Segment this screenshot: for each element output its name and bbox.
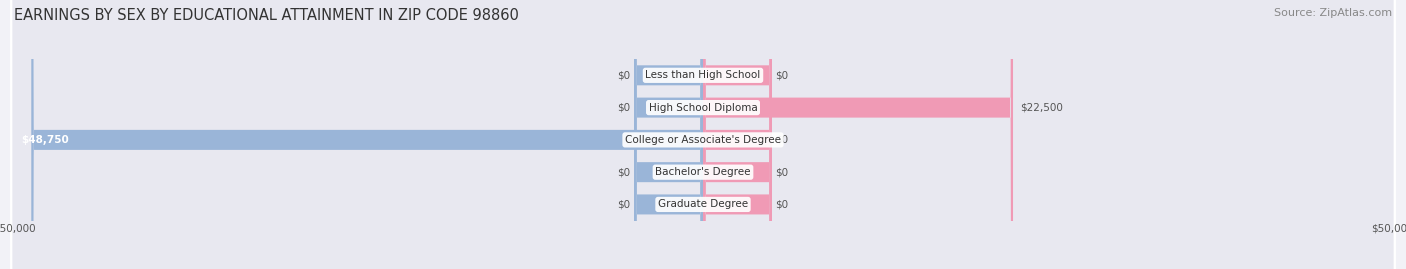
- Text: $22,500: $22,500: [1019, 102, 1063, 113]
- Text: $0: $0: [775, 70, 789, 80]
- FancyBboxPatch shape: [634, 0, 703, 269]
- Text: $0: $0: [617, 167, 631, 177]
- Text: $48,750: $48,750: [21, 135, 69, 145]
- Text: College or Associate's Degree: College or Associate's Degree: [626, 135, 780, 145]
- Text: Less than High School: Less than High School: [645, 70, 761, 80]
- FancyBboxPatch shape: [703, 0, 772, 269]
- FancyBboxPatch shape: [11, 0, 1395, 269]
- Text: Graduate Degree: Graduate Degree: [658, 199, 748, 210]
- FancyBboxPatch shape: [11, 0, 1395, 269]
- FancyBboxPatch shape: [703, 0, 772, 269]
- FancyBboxPatch shape: [634, 0, 703, 269]
- FancyBboxPatch shape: [31, 0, 703, 269]
- Text: EARNINGS BY SEX BY EDUCATIONAL ATTAINMENT IN ZIP CODE 98860: EARNINGS BY SEX BY EDUCATIONAL ATTAINMEN…: [14, 8, 519, 23]
- Text: Source: ZipAtlas.com: Source: ZipAtlas.com: [1274, 8, 1392, 18]
- Text: $0: $0: [617, 102, 631, 113]
- FancyBboxPatch shape: [703, 0, 1014, 269]
- Text: $0: $0: [775, 167, 789, 177]
- Text: $0: $0: [617, 199, 631, 210]
- FancyBboxPatch shape: [11, 0, 1395, 269]
- Text: $0: $0: [775, 199, 789, 210]
- FancyBboxPatch shape: [634, 0, 703, 269]
- FancyBboxPatch shape: [11, 0, 1395, 269]
- Text: High School Diploma: High School Diploma: [648, 102, 758, 113]
- FancyBboxPatch shape: [703, 0, 772, 269]
- FancyBboxPatch shape: [634, 0, 703, 269]
- FancyBboxPatch shape: [11, 0, 1395, 269]
- Text: Bachelor's Degree: Bachelor's Degree: [655, 167, 751, 177]
- FancyBboxPatch shape: [703, 0, 772, 269]
- Text: $0: $0: [617, 70, 631, 80]
- Text: $0: $0: [775, 135, 789, 145]
